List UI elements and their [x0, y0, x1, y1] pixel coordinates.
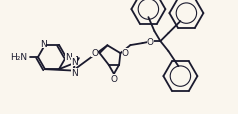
Text: N: N — [71, 58, 77, 66]
Text: O: O — [91, 48, 98, 57]
Text: N: N — [71, 69, 77, 77]
Text: N: N — [65, 52, 71, 61]
Text: N: N — [40, 40, 46, 49]
Text: H₂N: H₂N — [10, 53, 27, 62]
Text: O: O — [110, 75, 117, 84]
Text: O: O — [122, 48, 129, 57]
Text: O: O — [147, 37, 154, 46]
